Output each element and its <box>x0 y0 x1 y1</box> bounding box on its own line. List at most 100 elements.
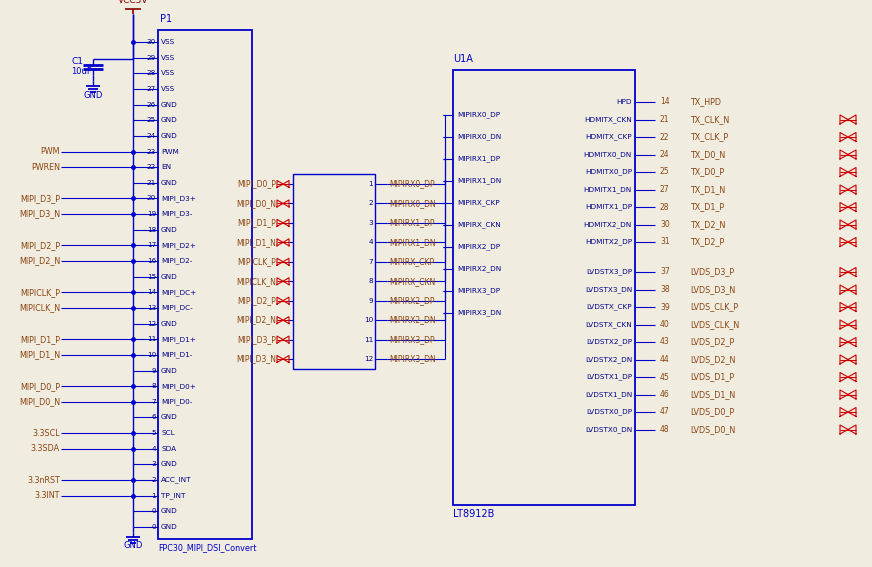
Text: MIPI_D2_P: MIPI_D2_P <box>20 241 60 250</box>
Text: 29: 29 <box>146 54 156 61</box>
Text: 14: 14 <box>146 289 156 295</box>
Text: 27: 27 <box>660 185 670 194</box>
Text: 21: 21 <box>146 180 156 186</box>
Text: LVDS_D2_P: LVDS_D2_P <box>690 337 734 346</box>
Text: SCL: SCL <box>161 430 174 436</box>
Text: GND: GND <box>161 462 178 467</box>
Text: HDMITX1_DN: HDMITX1_DN <box>583 186 632 193</box>
Text: 3: 3 <box>152 462 156 467</box>
Text: 28: 28 <box>660 202 670 211</box>
Text: MIPIRX_CKP: MIPIRX_CKP <box>389 257 434 266</box>
Text: PWM: PWM <box>40 147 60 156</box>
Text: MIPI_D0_N: MIPI_D0_N <box>236 199 276 208</box>
Text: MIPI_D3+: MIPI_D3+ <box>161 195 196 202</box>
Text: MIPIRX_CKN: MIPIRX_CKN <box>457 222 501 229</box>
Text: 8: 8 <box>152 383 156 389</box>
Text: TX_CLK_N: TX_CLK_N <box>690 115 729 124</box>
Text: MIPI_D0_P: MIPI_D0_P <box>237 180 276 188</box>
Text: 25: 25 <box>146 117 156 123</box>
Text: 9: 9 <box>368 298 373 304</box>
Text: HDMITX1_DP: HDMITX1_DP <box>585 204 632 210</box>
Text: VSS: VSS <box>161 86 175 92</box>
Text: MIPI_D0-: MIPI_D0- <box>161 399 193 405</box>
Text: 22: 22 <box>146 164 156 170</box>
Text: FPC30_MIPI_DSI_Convert: FPC30_MIPI_DSI_Convert <box>158 544 256 552</box>
Text: MIPI_D2+: MIPI_D2+ <box>161 242 196 249</box>
Text: LVDSTX_CKP: LVDSTX_CKP <box>586 303 632 310</box>
Text: MIPIRX2_DP: MIPIRX2_DP <box>389 296 434 305</box>
Text: MIPI_D1_P: MIPI_D1_P <box>237 218 276 227</box>
Text: LVDS_D2_N: LVDS_D2_N <box>690 355 735 364</box>
Text: 44: 44 <box>660 355 670 364</box>
Text: HDMITX0_DN: HDMITX0_DN <box>583 151 632 158</box>
Text: MIPIRX1_DN: MIPIRX1_DN <box>389 238 436 247</box>
Text: 15: 15 <box>146 274 156 280</box>
Text: LVDS_D3_N: LVDS_D3_N <box>690 285 735 294</box>
Text: 24: 24 <box>146 133 156 139</box>
Text: 23: 23 <box>146 149 156 155</box>
Text: MIPI_D2_N: MIPI_D2_N <box>19 256 60 265</box>
Text: MIPIRX_CKP: MIPIRX_CKP <box>457 200 500 206</box>
Text: GND: GND <box>161 133 178 139</box>
Text: 30: 30 <box>660 220 670 229</box>
Bar <box>158 30 252 539</box>
Text: 47: 47 <box>660 408 670 417</box>
Text: LVDS_CLK_N: LVDS_CLK_N <box>690 320 739 329</box>
Text: HDMITX0_DP: HDMITX0_DP <box>585 168 632 175</box>
Text: GND: GND <box>161 227 178 232</box>
Text: TX_D1_N: TX_D1_N <box>690 185 726 194</box>
Text: LVDSTX2_DN: LVDSTX2_DN <box>585 356 632 363</box>
Text: U1A: U1A <box>453 54 473 64</box>
Text: HPD: HPD <box>617 99 632 105</box>
Text: PWREN: PWREN <box>31 163 60 172</box>
Text: TX_D2_N: TX_D2_N <box>690 220 726 229</box>
Text: MIPIRX3_DN: MIPIRX3_DN <box>457 310 501 316</box>
Text: 10: 10 <box>146 352 156 358</box>
Text: 28: 28 <box>146 70 156 77</box>
Text: 4: 4 <box>368 239 373 246</box>
Text: MIPIRX2_DP: MIPIRX2_DP <box>457 244 501 251</box>
Text: ACC_INT: ACC_INT <box>161 477 192 484</box>
Text: GND: GND <box>161 117 178 123</box>
Text: 0: 0 <box>152 524 156 530</box>
Text: TP_INT: TP_INT <box>161 492 186 499</box>
Text: LVDSTX1_DN: LVDSTX1_DN <box>585 391 632 398</box>
Text: TX_D1_P: TX_D1_P <box>690 202 724 211</box>
Text: 9: 9 <box>152 367 156 374</box>
Text: MIPIRX1_DP: MIPIRX1_DP <box>457 155 501 162</box>
Text: 3.3SCL: 3.3SCL <box>32 429 60 438</box>
Text: GND: GND <box>123 541 143 551</box>
Text: LVDS_D1_N: LVDS_D1_N <box>690 390 735 399</box>
Text: 1: 1 <box>368 181 373 187</box>
Text: HDMITX_CKP: HDMITX_CKP <box>585 134 632 141</box>
Text: MIPI_D2-: MIPI_D2- <box>161 257 193 264</box>
Text: MIPIRX3_DP: MIPIRX3_DP <box>457 287 501 294</box>
Text: MIPI_D3_P: MIPI_D3_P <box>237 335 276 344</box>
Text: 12: 12 <box>364 356 373 362</box>
Text: LVDS_CLK_P: LVDS_CLK_P <box>690 303 738 311</box>
Text: 1: 1 <box>152 493 156 499</box>
Text: MIPI_D0_P: MIPI_D0_P <box>20 382 60 391</box>
Text: 40: 40 <box>660 320 670 329</box>
Text: MIPI_D1+: MIPI_D1+ <box>161 336 196 342</box>
Text: MIPI_D3-: MIPI_D3- <box>161 211 193 218</box>
Text: GND: GND <box>161 180 178 186</box>
Text: 12: 12 <box>146 320 156 327</box>
Text: 19: 19 <box>146 211 156 217</box>
Text: 4: 4 <box>152 446 156 452</box>
Text: 48: 48 <box>660 425 670 434</box>
Text: GND: GND <box>161 367 178 374</box>
Text: MIPIRX1_DP: MIPIRX1_DP <box>389 218 434 227</box>
Text: LVDSTX_CKN: LVDSTX_CKN <box>585 321 632 328</box>
Text: HDMITX_CKN: HDMITX_CKN <box>584 116 632 123</box>
Text: 5: 5 <box>152 430 156 436</box>
Text: 8: 8 <box>368 278 373 284</box>
Text: 11: 11 <box>364 337 373 342</box>
Text: LVDSTX3_DN: LVDSTX3_DN <box>585 286 632 293</box>
Text: PWM: PWM <box>161 149 179 155</box>
Text: MIPICLK_N: MIPICLK_N <box>236 277 276 286</box>
Text: MIPI_D1_N: MIPI_D1_N <box>236 238 276 247</box>
Text: HDMITX2_DP: HDMITX2_DP <box>585 239 632 246</box>
Text: LVDS_D0_P: LVDS_D0_P <box>690 408 734 417</box>
Text: 3: 3 <box>368 220 373 226</box>
